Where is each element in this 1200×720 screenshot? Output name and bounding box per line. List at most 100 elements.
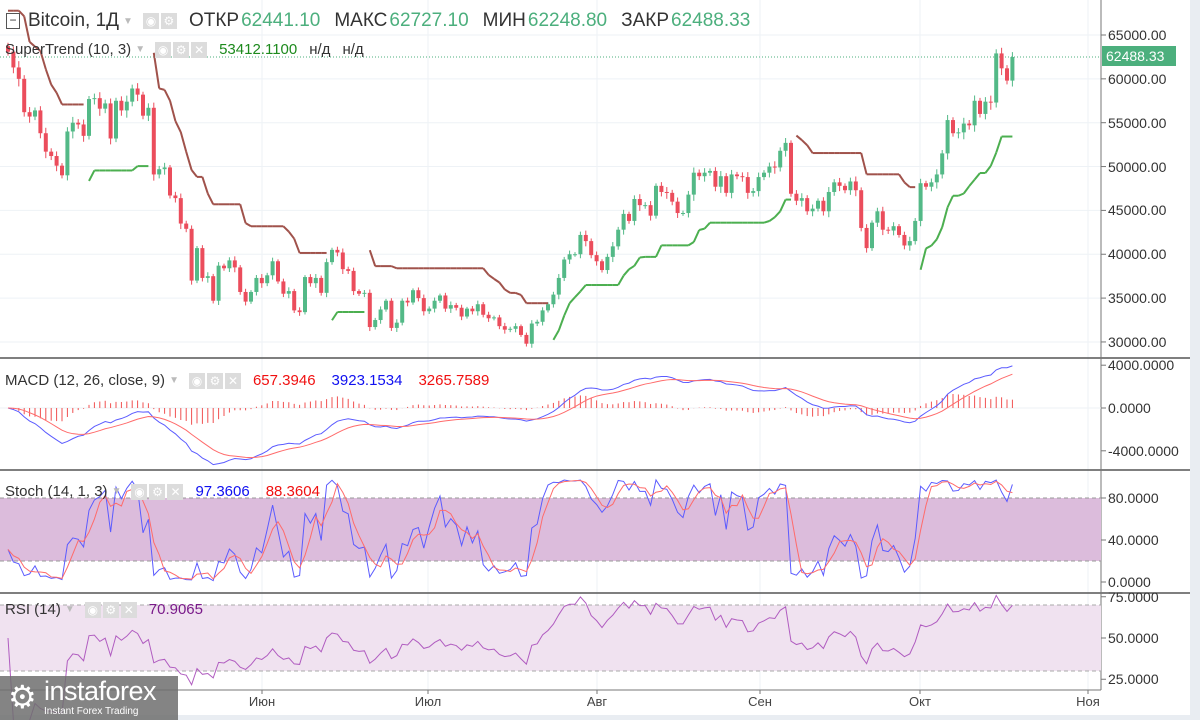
supertrend-segment [898,173,906,183]
stoch-name[interactable]: Stoch (14, 1, 3) [5,483,108,500]
macd-name[interactable]: MACD (12, 26, close, 9) [5,372,166,389]
candle-body [70,122,75,132]
candle-body [810,208,815,212]
candle-body [411,290,415,303]
candle-body [546,304,550,311]
supertrend-segment [579,284,587,293]
candle-body [843,185,847,191]
candle-body [961,123,966,133]
gear-icon[interactable]: ⚙ [149,483,166,500]
low-label: МИН [482,10,526,31]
candle-body [357,291,361,294]
candle-body [389,300,394,328]
gear-icon[interactable]: ⚙ [173,41,190,58]
supertrend-na-1: н/д [309,41,331,58]
supertrend-segment [23,16,31,43]
chevron-down-icon[interactable]: ▼ [111,486,122,497]
macd-signal-line [7,373,1013,459]
candle-body [864,227,869,249]
gear-icon[interactable]: ⚙ [206,372,223,389]
close-icon[interactable]: ✕ [120,601,137,618]
candle-body [578,234,583,255]
candle-body [405,300,410,303]
gear-icon[interactable]: ⚙ [102,601,119,618]
candle-body [11,51,16,68]
chevron-down-icon[interactable]: ▼ [64,604,75,615]
candle-body [621,213,626,230]
time-axis-label: Июн [248,694,276,709]
open-value: 62441.10 [241,10,321,31]
macd-axis-label: -4000.0000 [1108,442,1179,459]
symbol-title[interactable]: Bitcoin, 1Д [28,10,120,31]
supertrend-segment [655,244,663,258]
close-icon[interactable]: ✕ [167,483,184,500]
candle-body [465,308,469,317]
gear-icon[interactable]: ⚙ [160,13,177,29]
supertrend-segment [239,204,247,224]
eye-icon[interactable]: ◉ [188,372,205,389]
candle-body [97,98,102,109]
supertrend-segment [50,84,58,94]
price-axis-label: 55000.00 [1108,114,1167,131]
candle-body [259,277,264,284]
rsi-axis-label: 50.0000 [1108,630,1159,646]
candle-body [972,100,977,126]
candle-body [637,198,642,206]
candle-body [151,107,156,175]
candle-body [211,276,216,301]
candle-body [681,213,685,215]
supertrend-segment [703,222,711,230]
candle-body [772,166,777,168]
logo-tagline: Instant Forex Trading [44,706,139,717]
gear-logo-icon: ⚙ [8,679,37,715]
close-icon[interactable]: ✕ [224,372,241,389]
supertrend-name[interactable]: SuperTrend (10, 3) [5,41,132,58]
close-value: 62488.33 [671,10,751,31]
candle-body [340,252,345,270]
candle-body [270,261,275,276]
supertrend-segment [801,139,808,146]
candle-body [33,110,37,117]
candle-body [427,308,432,312]
close-icon[interactable]: ✕ [191,41,208,58]
candle-body [600,261,604,271]
supertrend-segment [795,134,803,141]
chevron-down-icon[interactable]: ▼ [135,44,146,55]
supertrend-segment [698,227,705,231]
candle-body [76,122,81,125]
candle-body [929,182,934,187]
candle-body [994,53,999,103]
collapse-icon[interactable]: − [6,13,20,29]
supertrend-segment [552,329,560,341]
chevron-down-icon[interactable]: ▼ [123,15,133,27]
stoch-k-value: 97.3606 [195,483,250,500]
price-axis-label: 65000.00 [1108,27,1167,43]
candle-body [265,275,270,284]
candle-body [583,234,588,242]
candle-body [610,246,615,257]
supertrend-segment [779,199,787,212]
candle-body [826,191,831,212]
macd-axis-label: 4000.0000 [1108,357,1175,374]
supertrend-segment [498,281,506,291]
supertrend-segment [763,220,770,224]
stoch-d-value: 88.3604 [265,483,320,500]
stoch-band [0,498,1101,561]
candle-body [335,249,340,253]
candle-body [535,321,540,324]
candle-body [697,172,702,177]
low-value: 62248.80 [527,10,608,31]
time-axis-label: Июл [414,694,442,709]
eye-icon[interactable]: ◉ [155,41,172,58]
supertrend-segment [617,275,625,286]
eye-icon[interactable]: ◉ [84,601,101,618]
supertrend-segment [622,268,630,277]
eye-icon[interactable]: ◉ [142,13,159,29]
rsi-name[interactable]: RSI (14) [5,601,61,618]
chevron-down-icon[interactable]: ▼ [169,375,179,386]
candle-body [875,211,880,223]
price-axis-label: 45000.00 [1108,202,1167,219]
candle-body [362,292,367,294]
eye-icon[interactable]: ◉ [131,483,148,500]
